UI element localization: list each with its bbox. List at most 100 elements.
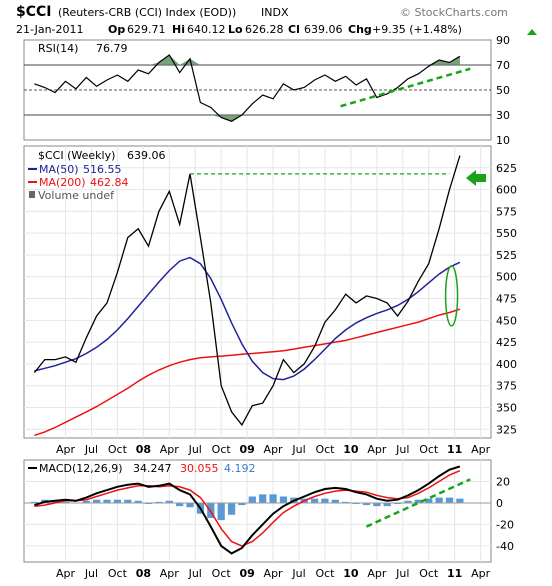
lo-label: Lo bbox=[228, 23, 243, 36]
price-x-tick-label: 10 bbox=[343, 443, 359, 456]
macd-histogram-bar bbox=[30, 501, 39, 503]
price-x-tick-label: 08 bbox=[136, 443, 151, 456]
macd-histogram-bar bbox=[227, 502, 236, 515]
price-x-tick-label: Jul bbox=[395, 443, 409, 456]
symbol: $CCI bbox=[16, 4, 52, 20]
cl-value: 639.06 bbox=[304, 23, 343, 36]
legend-price-value: 639.06 bbox=[127, 149, 166, 162]
macd-x-tick-label: 09 bbox=[239, 567, 254, 580]
rsi-overbought-fill bbox=[34, 55, 460, 65]
macd-x-tick-label: Oct bbox=[108, 567, 128, 580]
rsi-oversold-fill bbox=[34, 115, 460, 122]
signal-legend-value: 30.055 bbox=[180, 462, 219, 475]
price-x-tick-label: 09 bbox=[239, 443, 254, 456]
price-tick-label: 325 bbox=[496, 423, 517, 436]
macd-legend: MACD(12,26,9) 34.247 30.055 4.192 bbox=[28, 462, 256, 475]
macd-x-tick-label: Apr bbox=[56, 567, 76, 580]
macd-panel: 20 0 -20 -40 Apr Jul Oct 08 Apr Jul Oct 09 Apr Jul Oc… bbox=[23, 459, 514, 580]
macd-x-tick-label: Jul bbox=[395, 567, 409, 580]
price-x-tick-label: Jul bbox=[291, 443, 305, 456]
price-tick-label: 575 bbox=[496, 205, 517, 218]
macd-histogram-bar bbox=[393, 502, 402, 505]
macd-line bbox=[34, 465, 461, 555]
macd-x-tick-label: Oct bbox=[315, 567, 335, 580]
macd-x-tick-label: Jul bbox=[291, 567, 305, 580]
macd-tick-label: 0 bbox=[496, 497, 503, 510]
hi-value: 640.12 bbox=[187, 23, 226, 36]
rsi-tick-label: 10 bbox=[496, 134, 510, 147]
price-line bbox=[33, 155, 461, 427]
lo-value: 626.28 bbox=[245, 23, 284, 36]
price-tick-label: 425 bbox=[496, 336, 517, 349]
hist-legend-value: 4.192 bbox=[224, 462, 256, 475]
legend-ma50-label: MA(50) bbox=[39, 163, 79, 176]
arrow-left-icon bbox=[466, 170, 486, 186]
index-name: (Reuters-CRB (CCI) Index (EOD)) bbox=[58, 6, 236, 19]
exchange: INDX bbox=[261, 6, 289, 19]
macd-tick-label: -20 bbox=[496, 518, 514, 531]
price-x-tick-label: Jul bbox=[84, 443, 98, 456]
price-tick-label: 350 bbox=[496, 401, 517, 414]
macd-histogram-bar bbox=[362, 502, 371, 506]
macd-histogram-bar bbox=[61, 501, 70, 503]
price-x-tick-label: Apr bbox=[264, 443, 284, 456]
macd-histogram-bar bbox=[259, 494, 267, 503]
macd-histogram-bar bbox=[456, 498, 464, 503]
macd-histogram-bar bbox=[425, 498, 433, 503]
macd-histogram-bar bbox=[248, 496, 256, 503]
macd-histogram-bar bbox=[176, 502, 184, 507]
price-tick-label: 375 bbox=[496, 380, 517, 393]
macd-histogram-bar bbox=[186, 502, 194, 508]
signal-line bbox=[34, 470, 461, 547]
macd-x-tick-label: 08 bbox=[136, 567, 151, 580]
macd-trendline-annotation bbox=[365, 478, 471, 528]
macd-histogram-bar bbox=[238, 502, 246, 506]
macd-x-tick-label: 11 bbox=[447, 567, 462, 580]
macd-x-tick-label: Apr bbox=[471, 567, 491, 580]
macd-x-tick-label: Jul bbox=[84, 567, 98, 580]
op-label: Op bbox=[108, 23, 125, 36]
macd-x-tick-label: Apr bbox=[160, 567, 180, 580]
macd-x-tick-label: Oct bbox=[419, 567, 439, 580]
macd-x-tick-label: Apr bbox=[367, 567, 387, 580]
macd-histogram-bar bbox=[445, 497, 454, 503]
macd-histogram-bar bbox=[269, 494, 277, 503]
macd-histogram-bar bbox=[165, 500, 173, 503]
macd-histogram-bar bbox=[155, 501, 163, 503]
price-x-tick-label: Oct bbox=[419, 443, 439, 456]
price-x-tick-label: Jul bbox=[188, 443, 202, 456]
macd-histogram-bar bbox=[51, 500, 59, 503]
volume-icon bbox=[29, 191, 35, 198]
macd-legend-label: MACD(12,26,9) bbox=[39, 462, 123, 475]
macd-histogram-bar bbox=[352, 502, 360, 505]
op-value: 629.71 bbox=[127, 23, 166, 36]
rsi-label: RSI(14) bbox=[38, 42, 78, 55]
price-x-tick-label: Oct bbox=[315, 443, 335, 456]
macd-legend-value: 34.247 bbox=[133, 462, 172, 475]
macd-histogram-bar bbox=[279, 496, 288, 503]
macd-histogram-bar bbox=[331, 499, 339, 503]
macd-histogram-bar bbox=[134, 500, 142, 503]
hi-label: Hi bbox=[172, 23, 185, 36]
macd-x-tick-label: Oct bbox=[212, 567, 232, 580]
legend-ma200-value: 462.84 bbox=[90, 176, 129, 189]
macd-histogram-bar bbox=[217, 502, 225, 521]
rsi-tick-label: 30 bbox=[496, 109, 510, 122]
price-tick-label: 450 bbox=[496, 314, 517, 327]
macd-histogram-bar bbox=[113, 499, 122, 503]
macd-x-tick-label: Apr bbox=[264, 567, 284, 580]
rsi-trendline-annotation bbox=[340, 67, 471, 108]
price-tick-label: 525 bbox=[496, 249, 517, 262]
rsi-value: 76.79 bbox=[96, 42, 128, 55]
macd-histogram-bar bbox=[310, 498, 319, 503]
price-x-tick-label: Apr bbox=[367, 443, 387, 456]
macd-histogram-bar bbox=[93, 499, 101, 503]
legend-ma50-value: 516.55 bbox=[83, 163, 122, 176]
macd-histogram-bar bbox=[373, 502, 381, 507]
legend-ma200-label: MA(200) bbox=[39, 176, 86, 189]
macd-histogram-bar bbox=[383, 502, 391, 507]
price-tick-label: 625 bbox=[496, 162, 517, 175]
price-tick-label: 600 bbox=[496, 184, 517, 197]
cl-label: Cl bbox=[288, 23, 300, 36]
